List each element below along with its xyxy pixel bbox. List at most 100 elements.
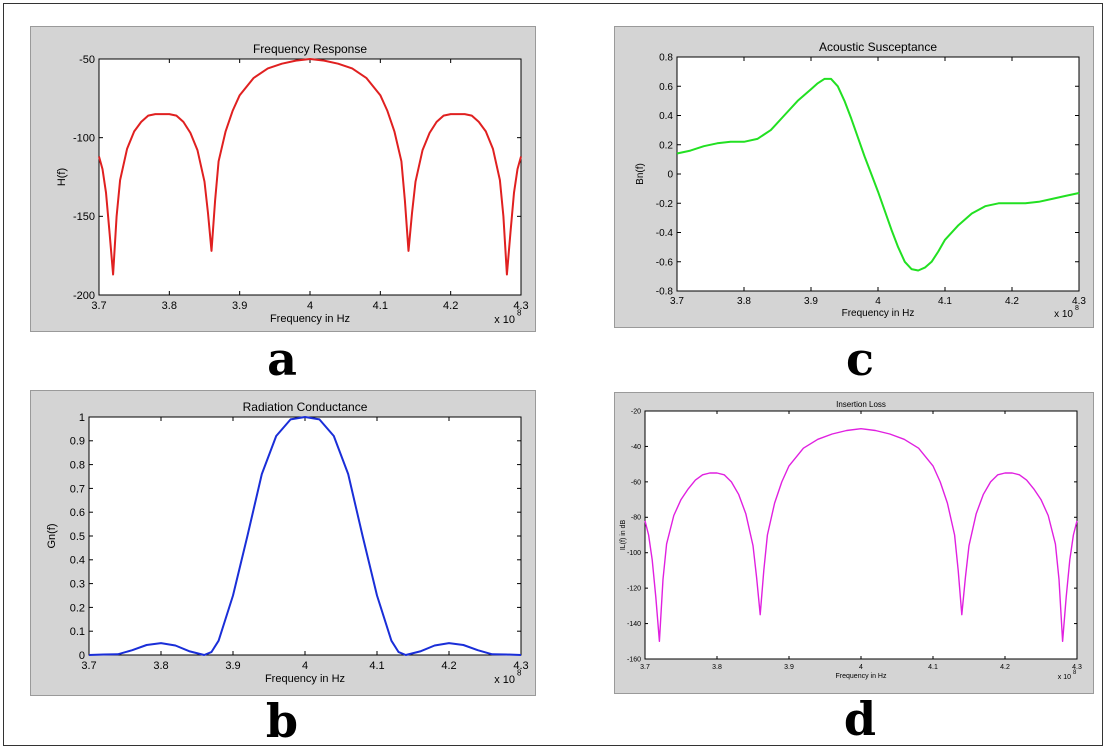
y-tick-label: 0.6 <box>659 82 673 93</box>
x-tick-label: 3.9 <box>804 296 818 307</box>
plot-area <box>98 58 522 296</box>
x-tick-label: 3.8 <box>737 296 751 307</box>
x-tick-label: 3.9 <box>232 300 247 312</box>
panel-d: Insertion Loss 3.7 3.8 3.9 4 4.1 4.2 4.3 -160 -14… <box>614 392 1094 694</box>
panel-a: Frequency Response 3.7 3.8 3.9 4 4.1 4.2 4.3 -20… <box>30 26 536 332</box>
chart-title: Radiation Conductance <box>243 400 368 414</box>
x-axis-label: Frequency in Hz <box>265 673 345 685</box>
y-tick-label: -100 <box>73 133 95 145</box>
y-axis-label: H(f) <box>56 168 68 186</box>
x-axis-label: Frequency in Hz <box>842 308 915 319</box>
y-tick-label: 0.1 <box>70 626 85 638</box>
x-exponent-power: 8 <box>517 308 522 317</box>
x-tick-label: 4.3 <box>1072 664 1082 671</box>
x-tick-label: 3.7 <box>640 664 650 671</box>
y-tick-label: -200 <box>73 290 95 302</box>
y-tick-label: 0.4 <box>659 111 673 122</box>
y-tick-label: 0.4 <box>70 555 85 567</box>
frequency-response-chart: Frequency Response 3.7 3.8 3.9 4 4.1 4.2 4.3 -20… <box>56 42 529 326</box>
x-tick-label: 4.3 <box>513 660 528 672</box>
x-exponent-power: 8 <box>1075 305 1079 312</box>
y-axis-label: Gn(f) <box>46 523 58 548</box>
y-tick-label: -0.4 <box>656 228 674 239</box>
x-tick-label: 4 <box>875 296 881 307</box>
y-tick-label: 1 <box>79 412 85 424</box>
series-line-0 <box>644 428 1078 643</box>
panel-label-b: b <box>265 694 299 748</box>
acoustic-susceptance-chart: Acoustic Susceptance 3.7 3.8 3.9 4 4.1 4.2 4.3 -… <box>635 40 1086 320</box>
y-tick-label: -0.8 <box>656 287 674 298</box>
x-axis-label: Frequency in Hz <box>836 673 887 680</box>
y-tick-label: 0.2 <box>70 602 85 614</box>
x-exponent-power: 8 <box>1073 670 1077 676</box>
x-tick-label: 4 <box>307 300 313 312</box>
panel-c: Acoustic Susceptance 3.7 3.8 3.9 4 4.1 4.2 4.3 -… <box>614 26 1094 328</box>
panel-label-d: d <box>843 692 877 746</box>
y-tick-label: -0.2 <box>656 199 674 210</box>
series-line-0 <box>676 77 1080 272</box>
x-tick-label: 3.7 <box>91 300 106 312</box>
x-tick-label: 4.1 <box>369 660 384 672</box>
x-tick-label: 4.3 <box>1072 296 1086 307</box>
x-axis-label: Frequency in Hz <box>270 313 350 325</box>
y-tick-label: 0.3 <box>70 578 85 590</box>
y-axis-label: Bn(f) <box>635 163 646 185</box>
y-tick-label: -20 <box>631 408 641 415</box>
panel-b: Radiation Conductance 3.7 3.8 3.9 4 4.1 4.2 4.3… <box>30 390 536 696</box>
x-tick-label: 4.2 <box>441 660 456 672</box>
y-tick-label: -40 <box>631 444 641 451</box>
x-tick-label: 4.1 <box>938 296 952 307</box>
chart-title: Insertion Loss <box>836 400 886 409</box>
x-exponent-label: x 10 <box>1054 309 1073 320</box>
x-tick-label: 3.8 <box>712 664 722 671</box>
x-tick-label: 3.7 <box>81 660 96 672</box>
series-line-0 <box>88 416 522 656</box>
x-exponent-label: x 10 <box>494 674 515 686</box>
x-tick-label: 4 <box>302 660 308 672</box>
y-tick-label: -100 <box>627 550 641 557</box>
x-exponent-power: 8 <box>517 668 522 677</box>
x-tick-label: 4.2 <box>1005 296 1019 307</box>
y-tick-label: 0.8 <box>659 53 673 64</box>
panel-label-c: c <box>845 332 874 386</box>
y-tick-label: 0 <box>79 650 85 662</box>
y-tick-label: -0.6 <box>656 257 674 268</box>
plot-area <box>644 410 1078 660</box>
x-tick-label: 4.1 <box>373 300 388 312</box>
plot-area <box>676 56 1080 292</box>
x-tick-label: 3.9 <box>784 664 794 671</box>
panel-label-a: a <box>267 332 297 386</box>
y-tick-label: 0.2 <box>659 140 673 151</box>
y-tick-label: 0.8 <box>70 459 85 471</box>
chart-title: Frequency Response <box>253 42 367 56</box>
y-tick-label: 0.6 <box>70 507 85 519</box>
x-tick-label: 3.7 <box>670 296 684 307</box>
y-tick-label: -160 <box>627 656 641 663</box>
x-tick-label: 4.2 <box>1000 664 1010 671</box>
radiation-conductance-chart: Radiation Conductance 3.7 3.8 3.9 4 4.1 4.2 4.3… <box>46 400 529 686</box>
x-tick-label: 4.2 <box>443 300 458 312</box>
y-tick-label: -80 <box>631 515 641 522</box>
y-tick-label: 0.5 <box>70 531 85 543</box>
insertion-loss-chart: Insertion Loss 3.7 3.8 3.9 4 4.1 4.2 4.3 -160 -14… <box>620 400 1082 681</box>
y-tick-label: 0.9 <box>70 436 85 448</box>
chart-title: Acoustic Susceptance <box>819 40 937 54</box>
y-axis-label: IL(f) in dB <box>620 520 627 551</box>
x-exponent-label: x 10 <box>494 314 515 326</box>
figure-frame: Frequency Response 3.7 3.8 3.9 4 4.1 4.2 4.3 -20… <box>3 3 1103 746</box>
plot-area <box>88 416 522 656</box>
x-tick-label: 4.1 <box>928 664 938 671</box>
x-tick-label: 3.9 <box>225 660 240 672</box>
y-tick-label: -60 <box>631 479 641 486</box>
y-tick-label: 0 <box>667 170 673 181</box>
x-tick-label: 3.8 <box>153 660 168 672</box>
y-tick-label: -120 <box>627 586 641 593</box>
series-line-0 <box>98 58 522 276</box>
x-tick-label: 4 <box>859 664 863 671</box>
x-exponent-label: x 10 <box>1058 674 1071 681</box>
y-tick-label: -150 <box>73 211 95 223</box>
x-tick-label: 4.3 <box>513 300 528 312</box>
x-tick-label: 3.8 <box>162 300 177 312</box>
y-tick-label: -50 <box>79 54 95 66</box>
y-tick-label: -140 <box>627 621 641 628</box>
